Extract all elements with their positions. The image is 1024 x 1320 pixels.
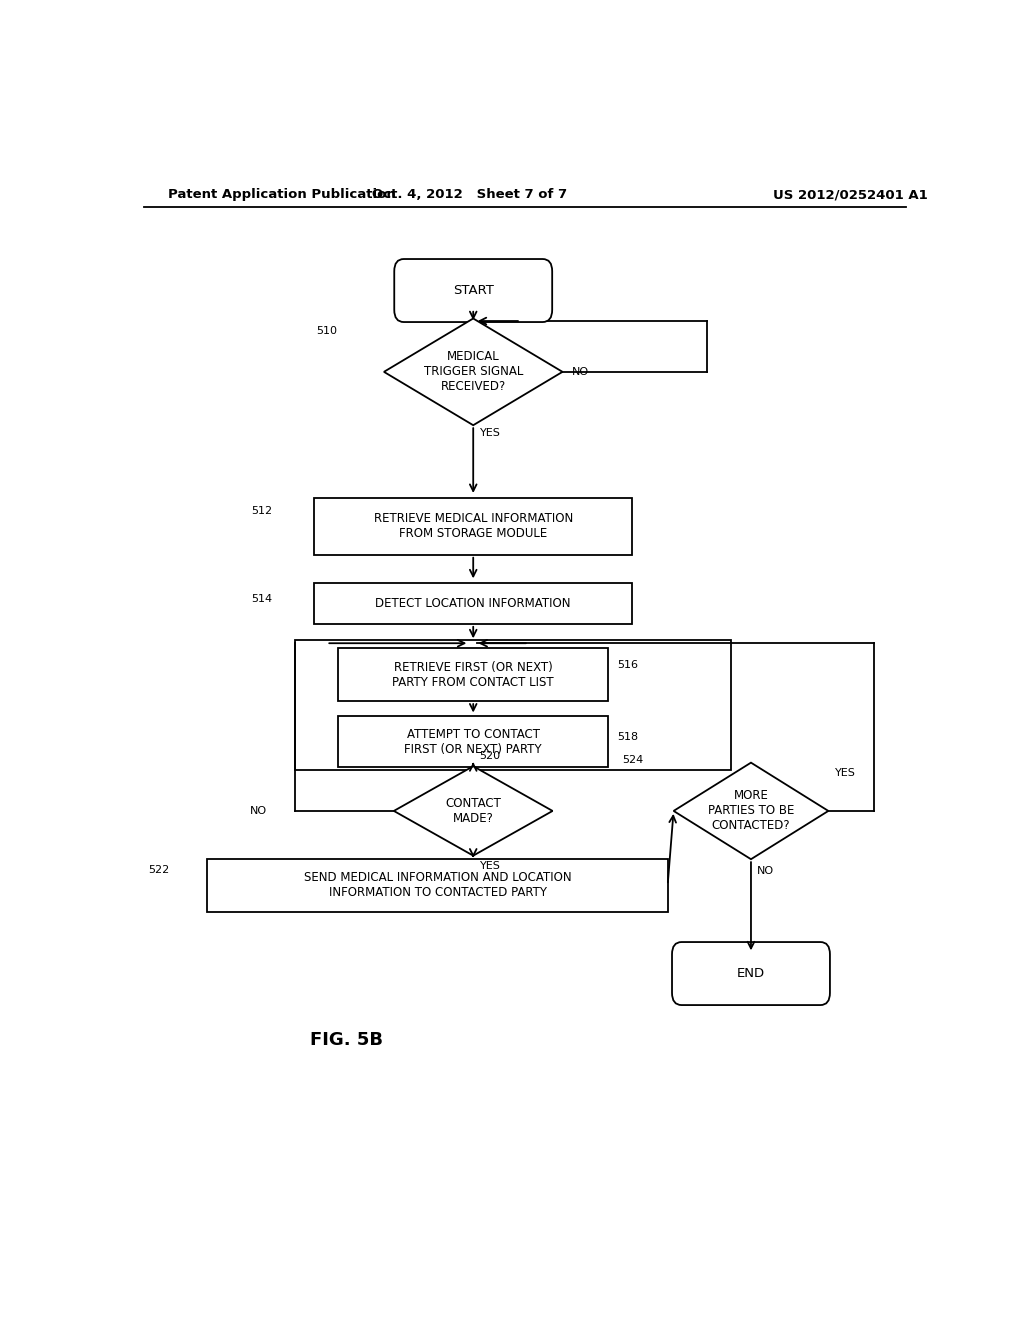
Bar xyxy=(314,498,632,554)
Text: FIG. 5B: FIG. 5B xyxy=(309,1031,383,1048)
Text: RETRIEVE MEDICAL INFORMATION
FROM STORAGE MODULE: RETRIEVE MEDICAL INFORMATION FROM STORAG… xyxy=(374,512,572,540)
Text: MORE
PARTIES TO BE
CONTACTED?: MORE PARTIES TO BE CONTACTED? xyxy=(708,789,795,833)
Bar xyxy=(338,648,608,701)
Text: MEDICAL
TRIGGER SIGNAL
RECEIVED?: MEDICAL TRIGGER SIGNAL RECEIVED? xyxy=(424,350,523,393)
Polygon shape xyxy=(394,766,553,855)
Bar xyxy=(295,640,731,771)
Text: 516: 516 xyxy=(617,660,639,669)
Text: 522: 522 xyxy=(147,865,169,875)
Text: YES: YES xyxy=(479,428,501,438)
Text: RETRIEVE FIRST (OR NEXT)
PARTY FROM CONTACT LIST: RETRIEVE FIRST (OR NEXT) PARTY FROM CONT… xyxy=(392,661,554,689)
Text: YES: YES xyxy=(479,861,501,871)
Text: YES: YES xyxy=(835,768,856,777)
Text: 520: 520 xyxy=(479,751,501,762)
Polygon shape xyxy=(384,318,562,425)
Polygon shape xyxy=(674,763,828,859)
Text: 512: 512 xyxy=(251,506,272,516)
Text: Patent Application Publication: Patent Application Publication xyxy=(168,189,395,202)
Bar xyxy=(314,583,632,624)
FancyBboxPatch shape xyxy=(394,259,552,322)
Text: SEND MEDICAL INFORMATION AND LOCATION
INFORMATION TO CONTACTED PARTY: SEND MEDICAL INFORMATION AND LOCATION IN… xyxy=(304,871,571,899)
Text: Oct. 4, 2012   Sheet 7 of 7: Oct. 4, 2012 Sheet 7 of 7 xyxy=(372,189,567,202)
Text: DETECT LOCATION INFORMATION: DETECT LOCATION INFORMATION xyxy=(376,597,571,610)
Text: CONTACT
MADE?: CONTACT MADE? xyxy=(445,797,501,825)
Text: US 2012/0252401 A1: US 2012/0252401 A1 xyxy=(773,189,928,202)
Text: START: START xyxy=(453,284,494,297)
Text: ATTEMPT TO CONTACT
FIRST (OR NEXT) PARTY: ATTEMPT TO CONTACT FIRST (OR NEXT) PARTY xyxy=(404,727,542,756)
Text: END: END xyxy=(737,968,765,979)
Text: NO: NO xyxy=(572,367,589,376)
Text: 510: 510 xyxy=(316,326,338,337)
Text: 524: 524 xyxy=(622,755,643,764)
Bar xyxy=(338,717,608,767)
Text: 514: 514 xyxy=(251,594,272,603)
Text: NO: NO xyxy=(250,807,267,816)
Text: NO: NO xyxy=(758,866,774,876)
FancyBboxPatch shape xyxy=(672,942,829,1005)
Bar xyxy=(207,859,668,912)
Text: 518: 518 xyxy=(617,731,639,742)
